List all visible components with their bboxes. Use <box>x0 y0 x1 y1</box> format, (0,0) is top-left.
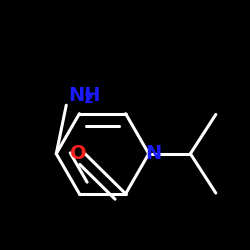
Text: 2: 2 <box>84 92 94 106</box>
Text: N: N <box>145 144 162 163</box>
Text: NH: NH <box>69 86 101 105</box>
Text: O: O <box>70 144 86 163</box>
